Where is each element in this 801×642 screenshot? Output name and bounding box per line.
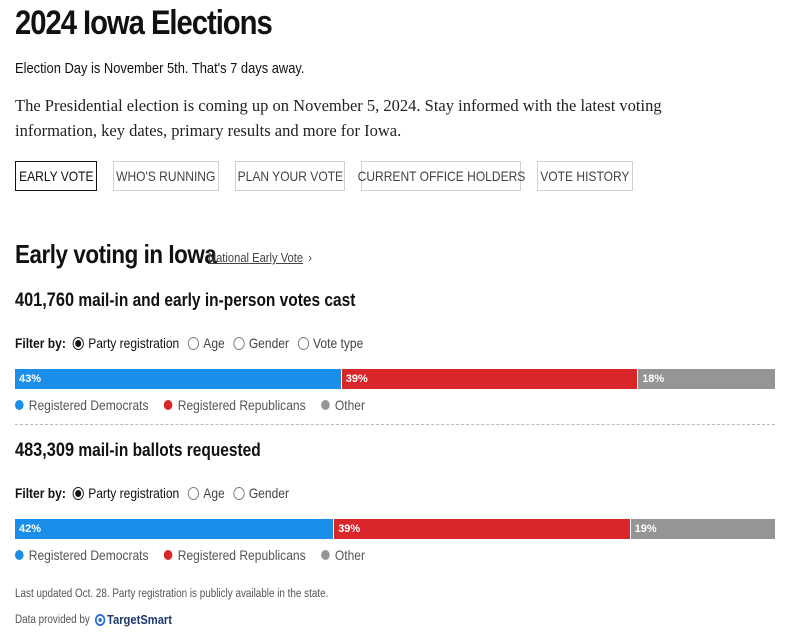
filter-age[interactable]: Age (187, 335, 225, 351)
dot-icon (164, 550, 173, 560)
legend-other: Other (321, 547, 365, 563)
dot-icon (321, 550, 330, 560)
votes-cast-filter: Filter by: Party registration Age Gender… (15, 335, 372, 351)
votes-cast-count: 401,760 (15, 290, 75, 311)
data-provider: Data provided by TargetSmart (15, 612, 173, 627)
radio-icon (297, 336, 309, 350)
filter-label: Filter by: (15, 335, 66, 351)
tab-bar: EARLY VOTE WHO'S RUNNING PLAN YOUR VOTE … (15, 161, 649, 191)
legend-democrats: Registered Democrats (15, 397, 149, 413)
tab-early-vote[interactable]: EARLY VOTE (15, 161, 97, 191)
votes-cast-stat: 401,760 mail-in and early in-person vote… (15, 290, 355, 312)
ballots-requested-filter: Filter by: Party registration Age Gender (15, 485, 298, 501)
page-title: 2024 Iowa Elections (15, 4, 273, 42)
dot-icon (15, 400, 24, 410)
ballots-requested-legend: Registered Democrats Registered Republic… (15, 547, 380, 563)
filter-party-registration[interactable]: Party registration (72, 335, 179, 351)
tab-plan-your-vote[interactable]: PLAN YOUR VOTE (235, 161, 345, 191)
radio-icon (187, 486, 199, 500)
filter-gender[interactable]: Gender (233, 335, 289, 351)
target-icon (94, 613, 106, 626)
radio-icon (72, 336, 84, 350)
divider (15, 424, 775, 425)
filter-gender[interactable]: Gender (233, 485, 289, 501)
radio-icon (72, 486, 84, 500)
votes-cast-legend: Registered Democrats Registered Republic… (15, 397, 380, 413)
targetsmart-logo[interactable]: TargetSmart (94, 612, 172, 627)
chevron-right-icon: › (308, 250, 312, 265)
votes-cast-bar: 43% 39% 18% (15, 369, 775, 389)
votes-cast-label: mail-in and early in-person votes cast (78, 290, 356, 310)
dot-icon (15, 550, 24, 560)
bar-segment-democrats: 42% (15, 519, 335, 539)
early-voting-heading: Early voting in Iowa (15, 239, 217, 269)
filter-party-registration[interactable]: Party registration (72, 485, 179, 501)
legend-republicans: Registered Republicans (164, 397, 306, 413)
bar-segment-democrats: 43% (15, 369, 342, 389)
tab-whos-running[interactable]: WHO'S RUNNING (113, 161, 219, 191)
election-countdown: Election Day is November 5th. That's 7 d… (15, 60, 305, 77)
dot-icon (164, 400, 173, 410)
ballots-requested-stat: 483,309 mail-in ballots requested (15, 440, 261, 462)
bar-segment-other: 19% (630, 519, 775, 539)
ballots-requested-bar: 42% 39% 19% (15, 519, 775, 539)
tab-current-office-holders[interactable]: CURRENT OFFICE HOLDERS (357, 161, 525, 191)
national-early-vote-link[interactable]: National Early Vote › (208, 250, 312, 265)
legend-republicans: Registered Republicans (164, 547, 306, 563)
tab-vote-history[interactable]: VOTE HISTORY (537, 161, 633, 191)
filter-label: Filter by: (15, 485, 66, 501)
legend-other: Other (321, 397, 365, 413)
filter-age[interactable]: Age (187, 485, 225, 501)
bar-segment-other: 18% (638, 369, 775, 389)
radio-icon (233, 486, 245, 500)
ballots-requested-label: mail-in ballots requested (78, 440, 261, 460)
radio-icon (187, 336, 199, 350)
filter-vote-type[interactable]: Vote type (297, 335, 363, 351)
dot-icon (321, 400, 330, 410)
bar-segment-republicans: 39% (341, 369, 639, 389)
last-updated-note: Last updated Oct. 28. Party registration… (15, 588, 329, 600)
legend-democrats: Registered Democrats (15, 547, 149, 563)
ballots-requested-count: 483,309 (15, 440, 75, 461)
bar-segment-republicans: 39% (334, 519, 631, 539)
radio-icon (233, 336, 245, 350)
intro-text: The Presidential election is coming up o… (15, 96, 662, 140)
